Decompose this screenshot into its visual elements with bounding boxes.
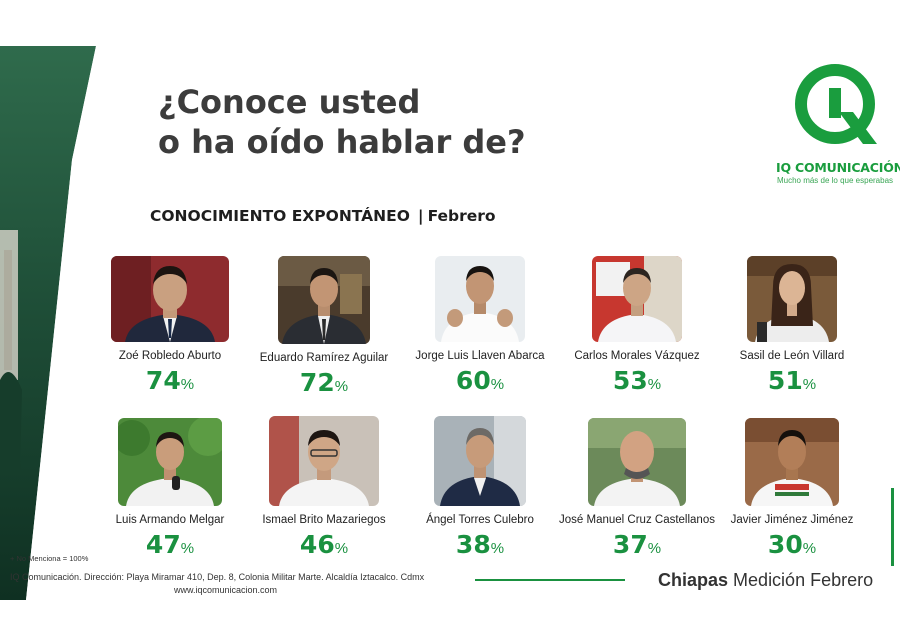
person-photo-4 — [592, 256, 682, 342]
percentage-value: 30 — [767, 530, 803, 559]
person-photo-6 — [118, 418, 222, 506]
percent-sign: % — [647, 376, 662, 393]
percentage-value: 47 — [145, 530, 181, 559]
percent-sign: % — [180, 376, 195, 393]
person-photo-1 — [111, 256, 229, 342]
person-card-2: Eduardo Ramírez Aguilar 72% — [239, 256, 409, 397]
subtitle: CONOCIMIENTO EXPONTÁNEO | Febrero — [150, 207, 496, 225]
footer-brand: Chiapas Medición Febrero — [658, 570, 873, 591]
person-percentage: 51% — [707, 366, 877, 395]
person-percentage: 74% — [85, 366, 255, 395]
question-title: ¿Conoce usted o ha oído hablar de? — [158, 82, 526, 162]
person-photo-10 — [745, 418, 839, 506]
person-card-3: Jorge Luis Llaven Abarca 60% — [395, 256, 565, 395]
footer-brand-rest: Medición Febrero — [733, 570, 874, 590]
person-percentage: 30% — [707, 530, 877, 559]
percent-sign: % — [490, 540, 505, 557]
person-photo-9 — [588, 418, 686, 506]
percentage-value: 46 — [299, 530, 335, 559]
iq-logo-icon — [795, 64, 877, 144]
person-percentage: 72% — [239, 368, 409, 397]
accent-bar — [891, 488, 894, 566]
person-photo-7 — [269, 416, 379, 506]
person-card-1: Zoé Robledo Aburto 74% — [85, 256, 255, 395]
person-card-8: Ángel Torres Culebro 38% — [395, 416, 565, 559]
person-photo-5 — [747, 256, 837, 342]
person-card-5: Sasil de León Villard 51% — [707, 256, 877, 395]
question-title-line-1: ¿Conoce usted — [158, 83, 421, 121]
percent-sign: % — [334, 540, 349, 557]
footer-brand-bold: Chiapas — [658, 570, 729, 590]
percentage-value: 60 — [455, 366, 491, 395]
person-name: Ismael Brito Mazariegos — [262, 514, 386, 526]
person-card-9: José Manuel Cruz Castellanos 37% — [552, 418, 722, 559]
percentage-value: 72 — [299, 368, 335, 397]
person-name: Ángel Torres Culebro — [426, 514, 534, 526]
person-percentage: 47% — [85, 530, 255, 559]
iq-logo: IQ COMUNICACIÓN Mucho más de lo que espe… — [776, 62, 900, 192]
percent-sign: % — [647, 540, 662, 557]
person-photo-8 — [434, 416, 526, 506]
person-card-6: Luis Armando Melgar 47% — [85, 418, 255, 559]
percentage-value: 51 — [767, 366, 803, 395]
percentage-value: 37 — [612, 530, 648, 559]
subtitle-main: CONOCIMIENTO EXPONTÁNEO — [150, 207, 410, 225]
background-photo — [0, 46, 116, 600]
percent-sign: % — [334, 378, 349, 395]
person-name: Javier Jiménez Jiménez — [730, 514, 854, 526]
logo-tagline: Mucho más de lo que esperabas — [776, 176, 894, 185]
person-name: Luis Armando Melgar — [115, 514, 225, 526]
question-title-line-2: o ha oído hablar de? — [158, 123, 526, 161]
person-photo-3 — [435, 256, 525, 342]
person-percentage: 38% — [395, 530, 565, 559]
person-name: José Manuel Cruz Castellanos — [559, 514, 715, 526]
subtitle-separator: | — [417, 207, 424, 225]
person-card-4: Carlos Morales Vázquez 53% — [552, 256, 722, 395]
logo-name: IQ COMUNICACIÓN — [776, 160, 900, 175]
person-photo-2 — [278, 256, 370, 344]
subtitle-month: Febrero — [427, 207, 496, 225]
percentage-value: 53 — [612, 366, 648, 395]
percentage-value: 38 — [455, 530, 491, 559]
percent-sign: % — [180, 540, 195, 557]
person-card-10: Javier Jiménez Jiménez 30% — [707, 418, 877, 559]
person-name: Sasil de León Villard — [739, 350, 845, 362]
person-percentage: 37% — [552, 530, 722, 559]
footnote: + No Menciona = 100% — [10, 554, 89, 563]
person-name: Eduardo Ramírez Aguilar — [259, 352, 389, 364]
person-card-7: Ismael Brito Mazariegos 46% — [239, 416, 409, 559]
person-name: Zoé Robledo Aburto — [118, 350, 222, 362]
footer-website: www.iqcomunicacion.com — [174, 585, 278, 595]
percent-sign: % — [802, 376, 817, 393]
person-percentage: 53% — [552, 366, 722, 395]
percent-sign: % — [802, 540, 817, 557]
person-percentage: 60% — [395, 366, 565, 395]
person-name: Carlos Morales Vázquez — [574, 350, 700, 362]
percentage-value: 74 — [145, 366, 181, 395]
divider-line — [475, 579, 625, 581]
person-name: Jorge Luis Llaven Abarca — [415, 350, 545, 362]
percent-sign: % — [490, 376, 505, 393]
person-percentage: 46% — [239, 530, 409, 559]
footer-address: IQ Comunicación. Dirección: Playa Mirama… — [10, 572, 425, 582]
